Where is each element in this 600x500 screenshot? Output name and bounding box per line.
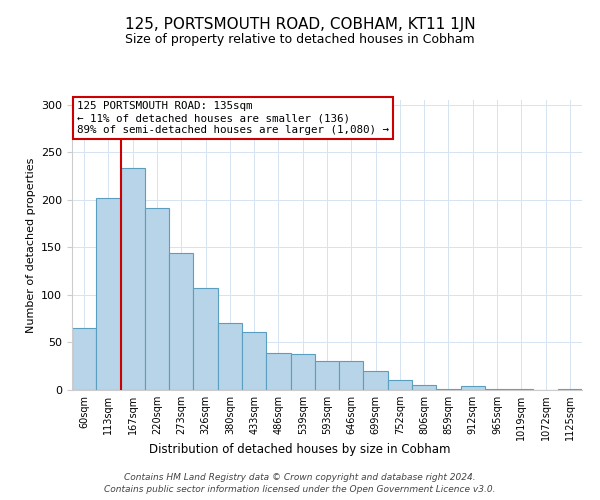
Text: Distribution of detached houses by size in Cobham: Distribution of detached houses by size … [149,442,451,456]
Bar [436,389,461,390]
Text: Contains public sector information licensed under the Open Government Licence v3: Contains public sector information licen… [104,485,496,494]
Bar [96,198,121,390]
Text: 125, PORTSMOUTH ROAD, COBHAM, KT11 1JN: 125, PORTSMOUTH ROAD, COBHAM, KT11 1JN [125,18,475,32]
Text: 125 PORTSMOUTH ROAD: 135sqm
← 11% of detached houses are smaller (136)
89% of se: 125 PORTSMOUTH ROAD: 135sqm ← 11% of det… [77,102,389,134]
Bar [461,386,485,390]
Bar [72,328,96,390]
Text: Size of property relative to detached houses in Cobham: Size of property relative to detached ho… [125,32,475,46]
Bar [193,288,218,390]
Bar [121,168,145,390]
Bar [388,380,412,390]
Bar [412,385,436,390]
Y-axis label: Number of detached properties: Number of detached properties [26,158,35,332]
Bar [266,353,290,390]
Bar [364,371,388,390]
Bar [315,360,339,390]
Bar [290,354,315,390]
Text: Contains HM Land Registry data © Crown copyright and database right 2024.: Contains HM Land Registry data © Crown c… [124,472,476,482]
Bar [145,208,169,390]
Bar [169,253,193,390]
Bar [242,332,266,390]
Bar [218,324,242,390]
Bar [558,389,582,390]
Bar [339,362,364,390]
Bar [509,389,533,390]
Bar [485,389,509,390]
